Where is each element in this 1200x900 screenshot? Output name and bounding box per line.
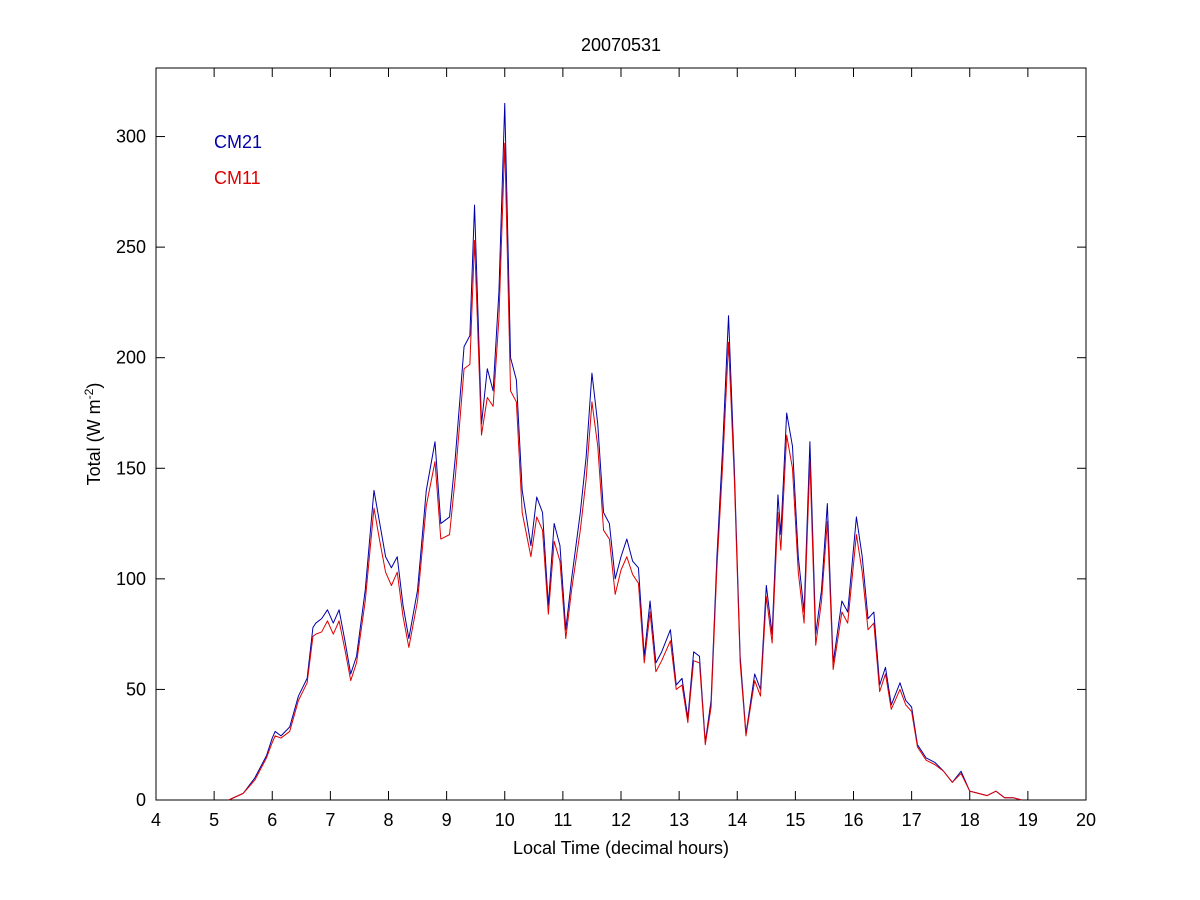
x-tick-label: 13	[669, 810, 689, 830]
x-tick-label: 19	[1018, 810, 1038, 830]
x-tick-label: 20	[1076, 810, 1096, 830]
x-tick-label: 6	[267, 810, 277, 830]
x-tick-label: 11	[554, 810, 573, 830]
x-tick-label: 5	[209, 810, 219, 830]
x-tick-label: 4	[151, 810, 161, 830]
x-tick-label: 12	[611, 810, 631, 830]
legend-entry: CM21	[214, 132, 262, 152]
chart-title: 20070531	[581, 35, 661, 55]
x-tick-label: 9	[442, 810, 452, 830]
y-label-text: Total (W m	[84, 399, 104, 485]
y-tick-label: 0	[136, 790, 146, 810]
x-tick-label: 17	[902, 810, 922, 830]
series-line	[228, 102, 1023, 801]
y-axis-label: Total (W m-2)	[82, 383, 104, 486]
y-label-tail: )	[84, 383, 104, 389]
x-tick-label: 10	[495, 810, 515, 830]
y-tick-label: 300	[116, 127, 146, 147]
y-tick-label: 200	[116, 348, 146, 368]
y-tick-label: 50	[126, 679, 146, 699]
x-axis-label: Local Time (decimal hours)	[513, 838, 729, 858]
x-tick-label: 8	[383, 810, 393, 830]
y-tick-label: 100	[116, 569, 146, 589]
x-tick-label: 14	[727, 810, 747, 830]
y-label-sup: -2	[82, 388, 96, 399]
x-tick-label: 7	[325, 810, 335, 830]
x-tick-label: 18	[960, 810, 980, 830]
x-tick-label: 16	[843, 810, 863, 830]
y-tick-label: 150	[116, 458, 146, 478]
y-tick-label: 250	[116, 237, 146, 257]
series-line	[228, 142, 1023, 801]
legend-entry: CM11	[214, 168, 261, 188]
x-tick-label: 15	[785, 810, 805, 830]
